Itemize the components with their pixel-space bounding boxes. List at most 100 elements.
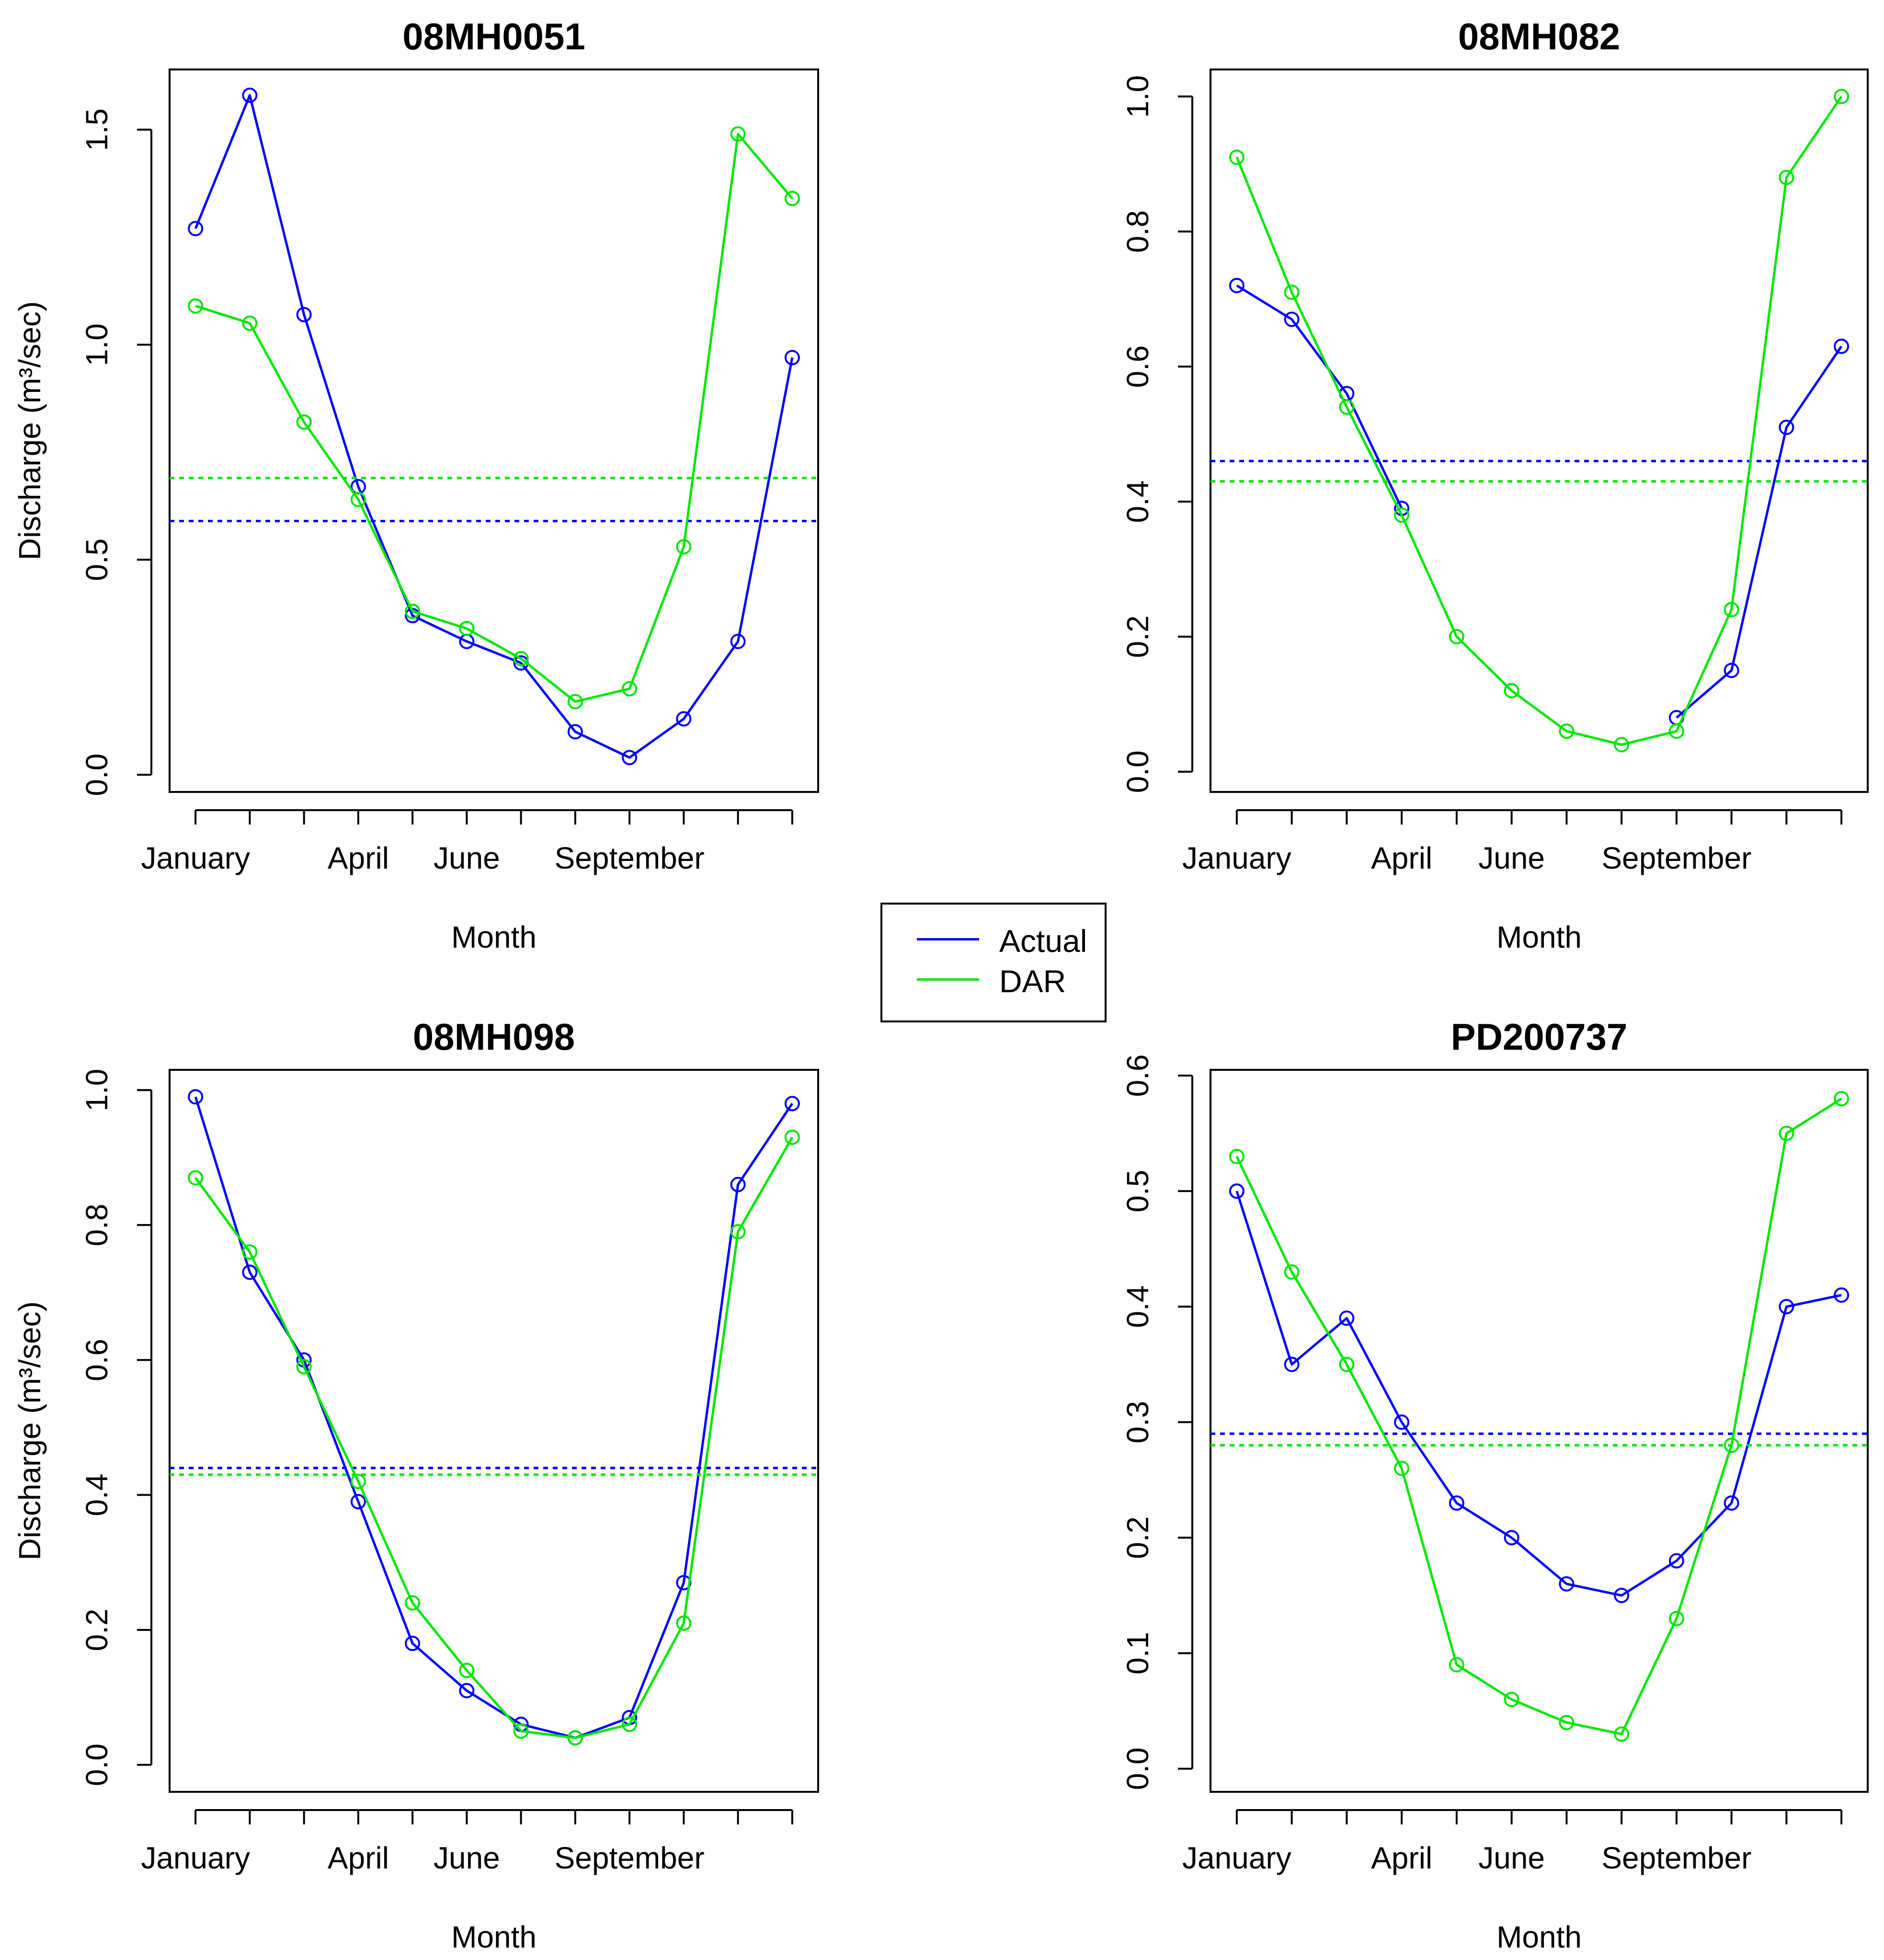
x-axis-label: Month (1496, 1920, 1582, 1954)
chart-08mh082: 08MH082 January April June September Month 0.0… (1120, 15, 1869, 954)
plot-frame (1210, 69, 1869, 793)
x-tick-label: September (555, 1841, 705, 1875)
data-point-dar (350, 492, 366, 507)
data-point-dar (1724, 1437, 1739, 1453)
data-point-actual (405, 1636, 421, 1651)
data-point-dar (1394, 1460, 1410, 1476)
data-point-dar (1724, 602, 1739, 618)
plot-frame (169, 1069, 819, 1793)
data-point-actual (676, 711, 692, 727)
x-tick-label: September (555, 841, 705, 875)
y-tick-label: 0.4 (80, 1474, 114, 1516)
data-point-dar (296, 414, 312, 430)
data-point-dar (676, 539, 692, 555)
data-point-actual (730, 633, 746, 649)
chart-title: 08MH098 (413, 1016, 575, 1058)
series-line-dar (1235, 95, 1843, 746)
data-point-actual (1284, 311, 1300, 327)
y-tick-label: 0.0 (80, 754, 114, 796)
legend-item-actual: Actual (882, 920, 1105, 959)
series-actual (170, 87, 818, 766)
y-tick-label: 0.2 (1120, 1516, 1155, 1559)
data-point-dar (784, 191, 800, 206)
data-point-actual (1614, 1588, 1630, 1604)
data-point-dar (1504, 683, 1519, 699)
x-tick-label: September (1601, 1841, 1751, 1875)
data-point-actual (1449, 1495, 1464, 1511)
data-point-dar (350, 1474, 366, 1490)
data-point-dar (1559, 723, 1575, 739)
data-point-actual (242, 1264, 258, 1280)
y-tick-label: 0.4 (1120, 480, 1155, 523)
data-point-dar (1779, 170, 1794, 185)
x-tick-label: April (328, 1841, 389, 1875)
data-point-dar (1449, 1657, 1464, 1673)
x-tick-label: June (1478, 1841, 1545, 1875)
x-axis-label: Month (1496, 920, 1582, 954)
data-point-dar (242, 315, 258, 331)
data-point-actual (1339, 1310, 1355, 1326)
y-tick-label: 0.6 (1120, 1055, 1155, 1097)
y-tick-label: 0.3 (1120, 1401, 1155, 1444)
data-point-dar (188, 298, 204, 314)
data-point-actual (296, 307, 312, 322)
data-point-actual (622, 750, 638, 766)
data-point-actual (730, 1177, 746, 1192)
x-axis-label: Month (451, 1920, 537, 1954)
data-point-actual (459, 1683, 475, 1698)
data-point-dar (405, 604, 421, 619)
data-point-dar (1229, 149, 1245, 165)
x-tick-label: January (141, 1841, 250, 1875)
data-point-actual (1834, 338, 1850, 354)
x-tick-label: April (328, 841, 389, 875)
data-point-dar (1339, 1356, 1355, 1372)
series-dar (170, 1129, 818, 1746)
data-point-dar (242, 1244, 258, 1260)
data-point-dar (513, 1723, 529, 1739)
x-tick-label: April (1371, 1841, 1432, 1875)
y-tick-label: 1.5 (80, 108, 114, 151)
data-point-dar (1284, 285, 1300, 300)
data-point-actual (567, 724, 583, 740)
data-point-dar (1614, 1726, 1630, 1742)
data-point-actual (784, 1096, 800, 1112)
data-point-actual (1724, 1495, 1739, 1511)
data-point-actual (1504, 1530, 1519, 1546)
y-axis-label: Discharge (m³/sec) (12, 301, 47, 561)
series-line-actual (194, 1096, 793, 1739)
x-tick-label: January (141, 841, 250, 875)
y-tick-label: 0.0 (1120, 1747, 1155, 1790)
data-point-dar (567, 1730, 583, 1746)
data-point-actual (1229, 1183, 1245, 1199)
y-tick-label: 0.8 (80, 1204, 114, 1246)
y-tick-label: 1.0 (80, 1069, 114, 1112)
legend-swatch-actual (917, 938, 979, 940)
data-point-dar (1449, 629, 1464, 644)
data-point-actual (1394, 1414, 1410, 1430)
y-tick-label: 0.5 (1120, 1170, 1155, 1213)
series-line-actual (1236, 284, 1403, 509)
series-dar (1210, 1091, 1868, 1742)
data-point-actual (1559, 1576, 1575, 1592)
data-point-dar (459, 1662, 475, 1678)
data-point-actual (1834, 1287, 1850, 1303)
data-point-dar (1668, 723, 1684, 739)
y-tick-label: 0.0 (80, 1743, 114, 1786)
y-tick-label: 0.5 (80, 539, 114, 581)
y-tick-label: 0.0 (1120, 750, 1155, 793)
legend-label-dar: DAR (999, 963, 1066, 999)
series-line-dar (194, 1136, 794, 1739)
y-tick-label: 0.4 (1120, 1285, 1155, 1328)
series-line-actual (1676, 345, 1843, 719)
data-point-actual (188, 221, 204, 237)
data-point-actual (350, 1494, 366, 1510)
data-point-dar (1229, 1148, 1245, 1164)
series-actual (170, 1089, 818, 1746)
data-point-dar (1339, 399, 1355, 415)
data-point-actual (188, 1089, 204, 1105)
x-tick-label: September (1601, 841, 1751, 875)
data-point-dar (567, 694, 583, 710)
data-point-actual (784, 350, 800, 366)
x-tick-label: January (1182, 1841, 1291, 1875)
series-dar (170, 126, 818, 710)
